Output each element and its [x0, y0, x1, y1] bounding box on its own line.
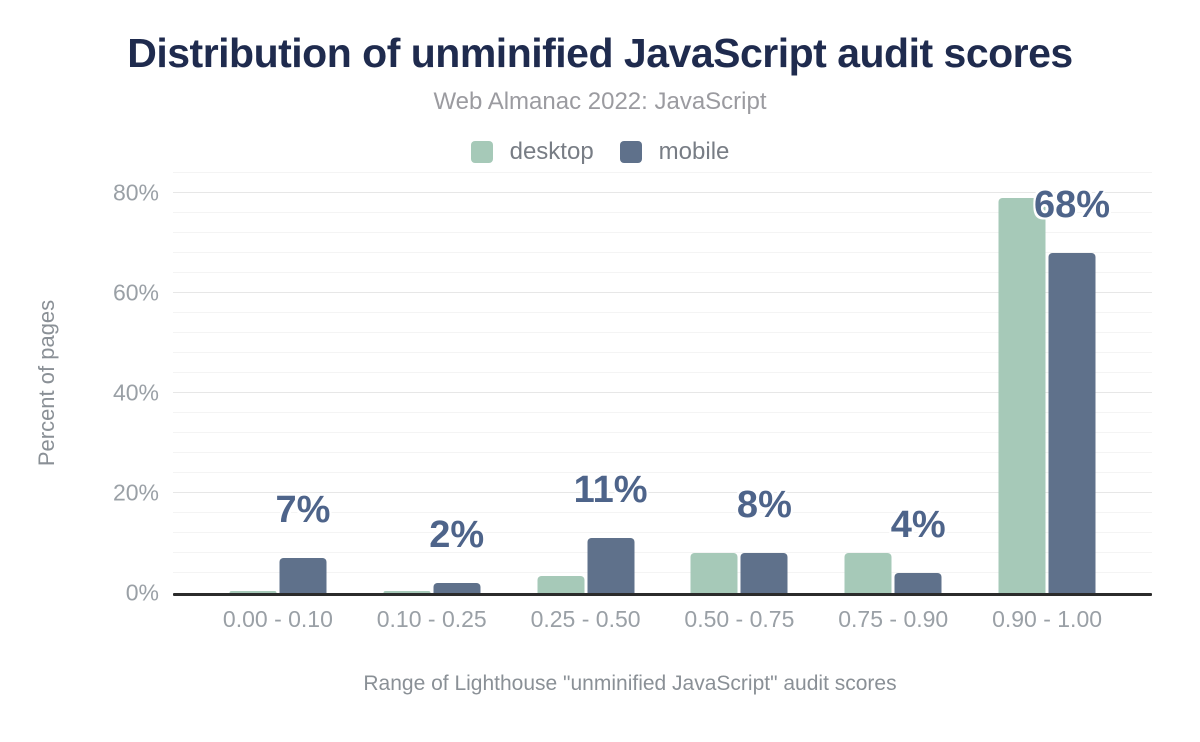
y-tick-label: 0%	[125, 579, 159, 606]
bar-pair	[998, 173, 1096, 593]
bar-mobile[interactable]	[433, 583, 481, 593]
bar-desktop[interactable]	[998, 198, 1046, 593]
plot-area: 7% 0.00 - 0.10 2% 0.10 - 0.25 11% 0.25 - 0.50…	[113, 172, 1152, 632]
bar-pair	[229, 173, 327, 593]
major-gridline	[173, 392, 1152, 393]
bar-pair	[383, 173, 481, 593]
bar-mobile[interactable]	[740, 553, 788, 593]
bar-pair	[844, 173, 942, 593]
minor-gridline	[173, 312, 1152, 313]
bar-value-label: 8%	[736, 484, 792, 526]
minor-gridline	[173, 272, 1152, 273]
bar-pair	[690, 173, 788, 593]
bar-value-label: 11%	[573, 469, 648, 511]
bar-group: 4% 0.75 - 0.90	[816, 173, 970, 632]
bar-value-label: 4%	[890, 504, 946, 546]
legend-label: desktop	[509, 138, 594, 165]
bar-mobile[interactable]	[1048, 253, 1096, 593]
bar-mobile[interactable]	[279, 558, 327, 593]
minor-gridline	[173, 512, 1152, 513]
bar-desktop[interactable]	[383, 591, 431, 593]
category-label: 0.75 - 0.90	[838, 606, 949, 632]
major-gridline	[173, 292, 1152, 293]
bar-value-label: 68%	[1034, 184, 1111, 226]
minor-gridline	[173, 352, 1152, 353]
bar-value-label: 7%	[275, 489, 331, 531]
major-gridline	[173, 192, 1152, 193]
bar-pair	[537, 173, 635, 593]
category-label: 0.50 - 0.75	[684, 606, 795, 632]
minor-gridline	[173, 212, 1152, 213]
minor-gridline	[173, 552, 1152, 553]
y-tick-label: 80%	[112, 179, 159, 206]
category-label: 0.25 - 0.50	[530, 606, 641, 632]
bar-group: 11% 0.25 - 0.50	[509, 173, 663, 632]
y-tick-label: 20%	[112, 479, 159, 506]
bar-mobile[interactable]	[894, 573, 942, 593]
x-axis-line	[173, 593, 1152, 596]
major-gridline	[173, 492, 1152, 493]
minor-gridline	[173, 252, 1152, 253]
bar-group: 2% 0.10 - 0.25	[355, 173, 509, 632]
bar-desktop[interactable]	[844, 553, 892, 593]
minor-gridline	[173, 452, 1152, 453]
bar-group: 8% 0.50 - 0.75	[662, 173, 816, 632]
legend-label: mobile	[658, 138, 730, 165]
chart-subtitle: Web Almanac 2022: JavaScript	[433, 88, 767, 115]
minor-gridline	[173, 572, 1152, 573]
legend-swatch-icon	[619, 141, 642, 163]
y-axis-title: Percent of pages	[34, 299, 59, 467]
minor-gridline	[173, 232, 1152, 233]
minor-gridline	[173, 432, 1152, 433]
bar-desktop[interactable]	[537, 575, 585, 593]
y-tick-label: 40%	[112, 379, 159, 406]
bar-group: 68% 0.90 - 1.00	[970, 173, 1124, 632]
legend-item-desktop[interactable]: desktop	[470, 138, 594, 166]
category-label: 0.10 - 0.25	[376, 606, 487, 632]
x-axis-title: Range of Lighthouse "unminified JavaScri…	[363, 672, 897, 695]
minor-gridline	[173, 332, 1152, 333]
minor-gridline	[173, 412, 1152, 413]
minor-gridline	[173, 372, 1152, 373]
y-tick-label: 60%	[112, 279, 159, 306]
legend-item-mobile[interactable]: mobile	[619, 138, 730, 166]
bar-desktop[interactable]	[229, 591, 277, 593]
minor-gridline	[173, 472, 1152, 473]
legend-swatch-icon	[470, 141, 493, 163]
legend: desktop mobile	[0, 138, 1200, 166]
bar-desktop[interactable]	[690, 553, 738, 593]
chart-title: Distribution of unminified JavaScript au…	[127, 30, 1073, 76]
category-label: 0.90 - 1.00	[992, 606, 1103, 632]
minor-gridline	[173, 532, 1152, 533]
bar-mobile[interactable]	[587, 538, 635, 593]
bar-value-label: 2%	[429, 514, 485, 556]
category-label: 0.00 - 0.10	[222, 606, 333, 632]
bar-groups: 7% 0.00 - 0.10 2% 0.10 - 0.25 11% 0.25 - 0.50…	[173, 173, 1152, 632]
bar-group: 7% 0.00 - 0.10	[201, 173, 355, 632]
minor-gridline	[173, 172, 1152, 173]
